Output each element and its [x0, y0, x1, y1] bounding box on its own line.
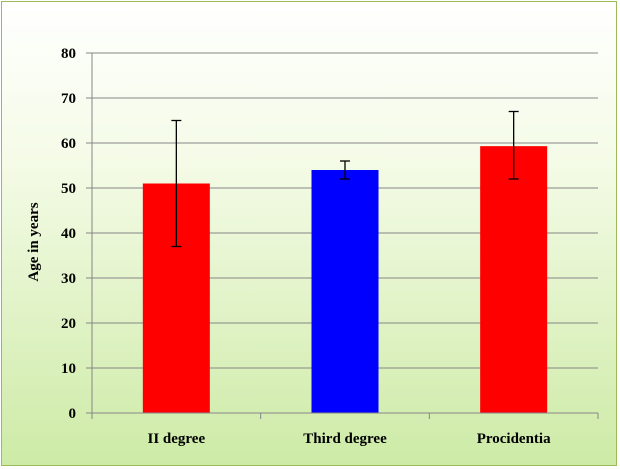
bars [142, 146, 548, 413]
y-tick-label-40: 40 [61, 226, 76, 242]
axes [86, 52, 599, 419]
y-tick-label-0: 0 [69, 406, 77, 422]
error-bars [171, 110, 519, 248]
x-tick-label-0: II degree [148, 431, 206, 447]
tick-labels: 0 10 20 30 40 50 60 70 80 II degree Third degree Pr… [61, 46, 551, 447]
x-tick-label-1: Third degree [303, 431, 387, 447]
y-tick-label-10: 10 [61, 361, 76, 377]
y-tick-label-30: 30 [61, 271, 76, 287]
y-tick-label-20: 20 [61, 316, 76, 332]
x-tick-label-2: Procidentia [477, 431, 551, 447]
bar-1 [311, 170, 379, 413]
error-bar-2 [508, 110, 519, 180]
y-tick-label-60: 60 [61, 136, 76, 152]
y-tick-label-80: 80 [61, 46, 76, 62]
y-axis-title: Age in years [26, 202, 42, 281]
error-bar-1 [340, 160, 350, 180]
bar-2 [480, 146, 548, 413]
y-tick-label-70: 70 [61, 91, 76, 107]
error-bar-0 [171, 119, 182, 248]
y-tick-label-50: 50 [61, 181, 76, 197]
